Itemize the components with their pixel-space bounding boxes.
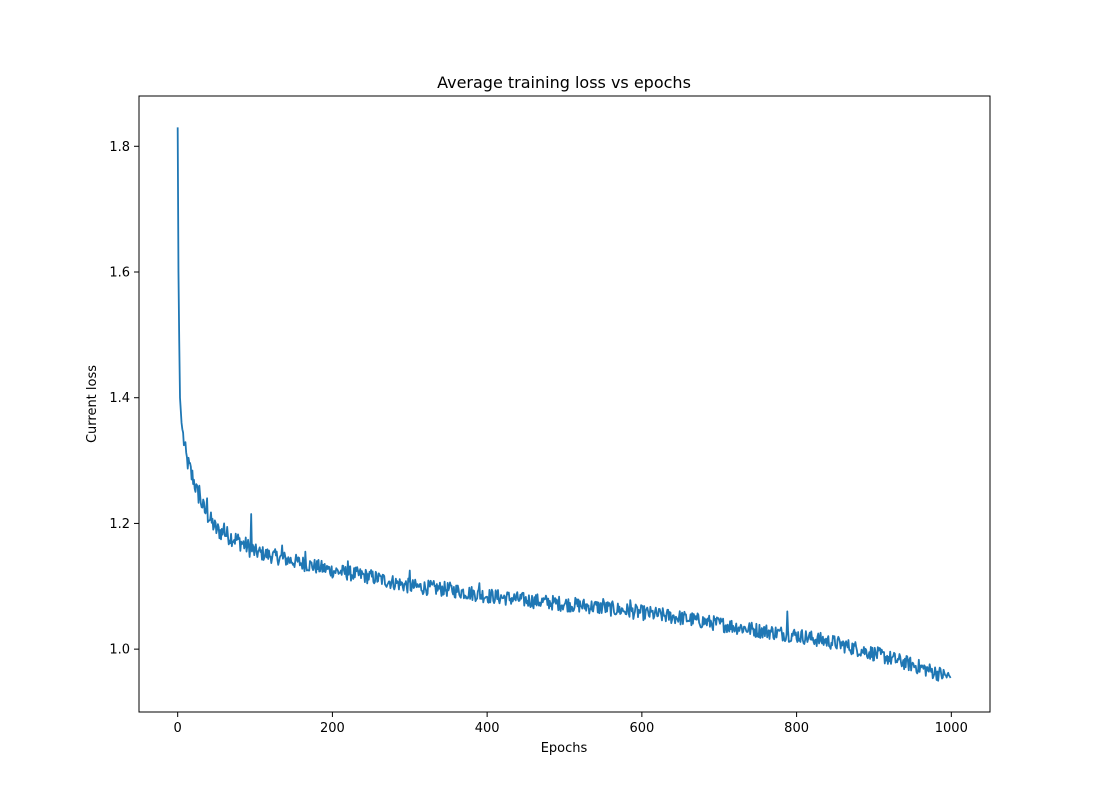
y-tick-label: 1.6 [109, 266, 130, 281]
x-tick-label: 1000 [935, 721, 968, 736]
x-tick-label: 200 [320, 721, 345, 736]
x-tick-label: 400 [475, 721, 500, 736]
y-tick-label: 1.0 [109, 643, 130, 658]
x-axis-label: Epochs [541, 741, 588, 756]
y-axis-label: Current loss [85, 365, 100, 443]
x-tick-label: 0 [174, 721, 182, 736]
chart-title: Average training loss vs epochs [437, 73, 691, 92]
plot-frame [138, 95, 991, 713]
x-tick-label: 600 [629, 721, 654, 736]
y-tick-label: 1.2 [109, 517, 130, 532]
x-tick-label: 800 [784, 721, 809, 736]
loss-series-line [176, 127, 952, 682]
y-tick-label: 1.4 [109, 391, 130, 406]
y-tick-label: 1.8 [109, 140, 130, 155]
